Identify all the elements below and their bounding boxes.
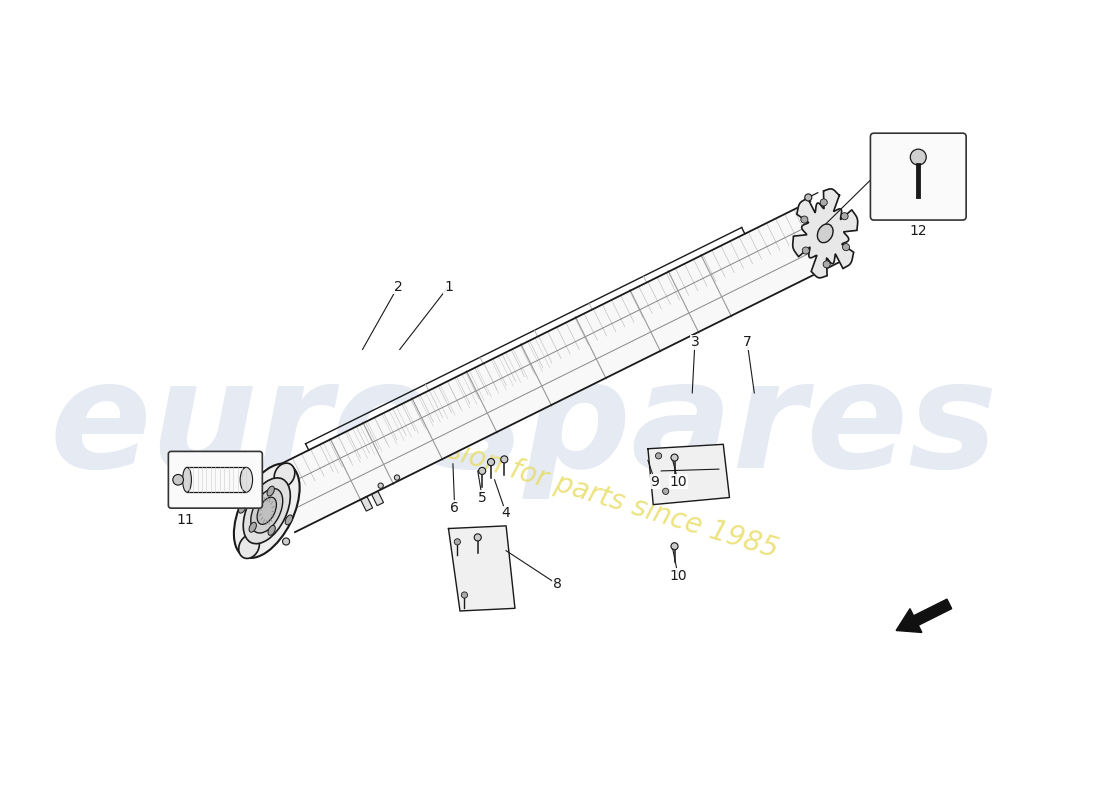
Circle shape [843, 243, 849, 250]
Ellipse shape [251, 489, 257, 498]
Circle shape [842, 213, 848, 220]
FancyArrow shape [896, 599, 951, 633]
Text: 3: 3 [691, 335, 700, 350]
Circle shape [474, 534, 482, 541]
Ellipse shape [268, 526, 275, 535]
Circle shape [454, 538, 461, 545]
Text: a passion for parts since 1985: a passion for parts since 1985 [372, 414, 782, 563]
Text: 12: 12 [910, 224, 927, 238]
Bar [372, 491, 384, 506]
Ellipse shape [249, 522, 256, 532]
Text: 1: 1 [444, 279, 453, 294]
Ellipse shape [817, 224, 833, 242]
Circle shape [378, 483, 383, 488]
FancyBboxPatch shape [168, 451, 262, 508]
Circle shape [487, 458, 495, 466]
Ellipse shape [240, 467, 253, 492]
Text: 10: 10 [669, 474, 686, 489]
Ellipse shape [285, 515, 293, 525]
Circle shape [478, 467, 486, 474]
Polygon shape [449, 526, 515, 611]
Circle shape [823, 261, 830, 268]
Text: 7: 7 [742, 335, 751, 350]
Circle shape [656, 453, 662, 459]
Text: eurospares: eurospares [50, 354, 998, 499]
Ellipse shape [257, 498, 276, 524]
Text: 4: 4 [502, 506, 510, 521]
Circle shape [461, 592, 468, 598]
Circle shape [911, 149, 926, 165]
Circle shape [662, 488, 669, 494]
Text: 9: 9 [650, 474, 660, 489]
Polygon shape [648, 444, 729, 505]
Circle shape [283, 538, 289, 545]
Circle shape [500, 456, 508, 463]
Text: 8: 8 [553, 578, 562, 591]
Ellipse shape [234, 464, 299, 558]
Ellipse shape [274, 463, 295, 487]
Bar [361, 497, 373, 511]
Ellipse shape [239, 534, 260, 558]
Ellipse shape [251, 489, 283, 533]
Circle shape [805, 194, 812, 201]
Polygon shape [265, 202, 840, 532]
Circle shape [821, 199, 827, 206]
Circle shape [395, 475, 399, 480]
Ellipse shape [243, 478, 290, 544]
Polygon shape [793, 189, 858, 278]
Ellipse shape [239, 503, 245, 513]
Text: 2: 2 [394, 279, 403, 294]
Text: 10: 10 [669, 569, 686, 582]
FancyBboxPatch shape [870, 133, 966, 220]
Ellipse shape [183, 467, 191, 492]
Circle shape [671, 542, 678, 550]
Ellipse shape [267, 486, 274, 496]
Text: 5: 5 [477, 490, 486, 505]
Circle shape [802, 247, 810, 254]
Circle shape [173, 474, 184, 485]
Circle shape [671, 454, 678, 461]
Text: 6: 6 [450, 501, 459, 515]
Circle shape [801, 216, 807, 223]
Text: 11: 11 [176, 513, 194, 526]
